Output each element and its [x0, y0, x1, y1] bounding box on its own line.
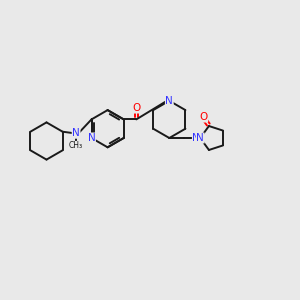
Text: N: N	[72, 128, 80, 138]
Text: O: O	[200, 112, 208, 122]
Text: O: O	[132, 103, 140, 113]
Text: N: N	[88, 133, 95, 143]
Text: N: N	[165, 96, 173, 106]
Text: N: N	[192, 133, 200, 143]
Text: N: N	[196, 133, 204, 143]
Text: CH₃: CH₃	[69, 141, 83, 150]
